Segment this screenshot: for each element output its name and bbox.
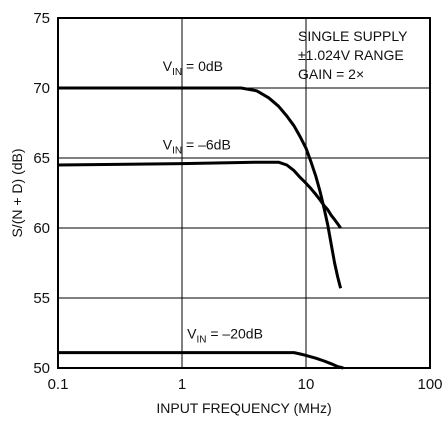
x-tick-label: 10 xyxy=(298,376,315,393)
y-tick-label: 75 xyxy=(33,10,50,27)
x-tick-label: 1 xyxy=(178,376,186,393)
series-label-main: V xyxy=(187,326,197,342)
plot-frame xyxy=(57,17,431,369)
series-label-sub: IN xyxy=(196,335,206,346)
y-tick-label: 60 xyxy=(33,220,50,237)
series-label-sub: IN xyxy=(172,67,182,78)
series-label-rest: = 0dB xyxy=(182,58,223,74)
series-line-3 xyxy=(58,351,344,370)
series-label-rest: = –6dB xyxy=(182,137,231,153)
series-label-main: V xyxy=(163,58,173,74)
grid xyxy=(58,18,430,368)
series-line-1 xyxy=(58,86,343,289)
series-label-2: VIN = –6dB xyxy=(163,137,231,157)
y-tick-label: 55 xyxy=(33,290,50,307)
series-label-3: VIN = –20dB xyxy=(187,326,263,346)
series-lines xyxy=(57,86,344,370)
series-label-1: VIN = 0dB xyxy=(163,58,223,78)
y-tick-label: 65 xyxy=(33,150,50,167)
y-axis-label: S/(N + D) (dB) xyxy=(9,148,25,237)
y-tick-labels: 50 55 60 65 70 75 xyxy=(33,10,50,377)
annotation-line-2: ±1.024V RANGE xyxy=(298,47,404,63)
y-tick-label: 50 xyxy=(33,360,50,377)
annotation-line-3: GAIN = 2× xyxy=(298,66,364,82)
x-tick-labels: 0.1 1 10 100 xyxy=(48,376,443,393)
y-tick-label: 70 xyxy=(33,80,50,97)
annotation-line-1: SINGLE SUPPLY xyxy=(298,28,408,44)
series-label-main: V xyxy=(163,137,173,153)
x-axis-label: INPUT FREQUENCY (MHz) xyxy=(156,400,331,416)
x-tick-label: 0.1 xyxy=(48,376,69,393)
series-line-2 xyxy=(57,160,342,229)
annotation-box: SINGLE SUPPLY ±1.024V RANGE GAIN = 2× xyxy=(298,28,408,82)
series-label-rest: = –20dB xyxy=(206,326,262,342)
x-tick-label: 100 xyxy=(417,376,442,393)
series-label-sub: IN xyxy=(172,146,182,157)
